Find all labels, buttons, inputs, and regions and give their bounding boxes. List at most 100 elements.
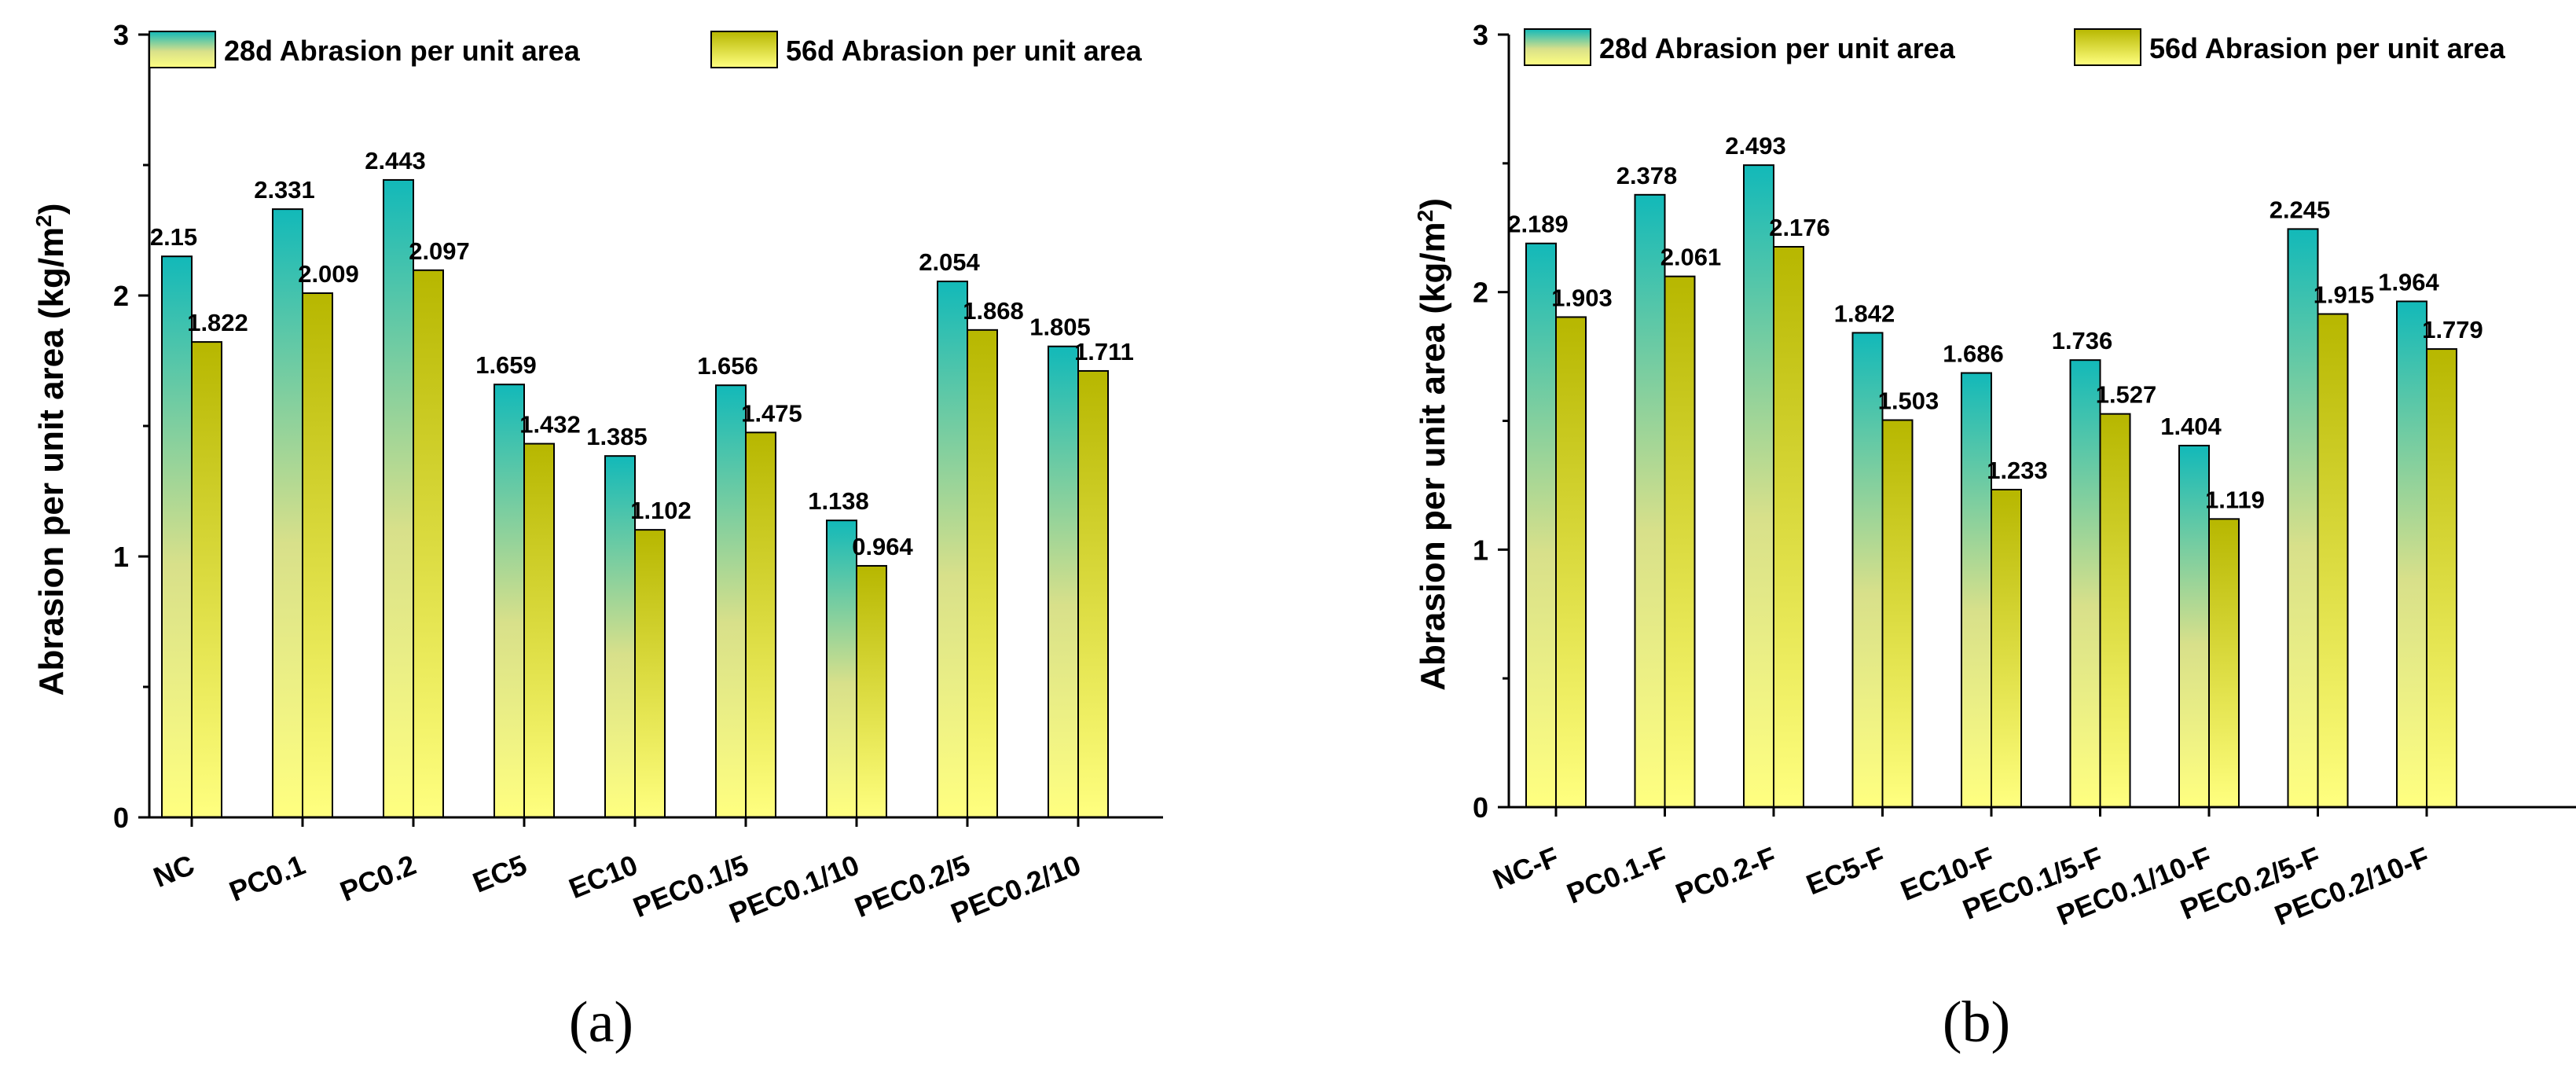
bar-28d-EC10-F [1961,372,1992,808]
legend-label-56d: 56d Abrasion per unit area [786,35,1143,67]
y-tick-label: 1 [113,541,129,573]
y-tick-label: 2 [1473,277,1488,309]
value-label-28d-PEC0.2/10: 1.805 [1029,314,1091,341]
bar-28d-EC10 [604,455,636,818]
value-label-56d-PEC0.2/5-F: 1.915 [2314,281,2375,309]
bar-28d-PEC0.2/5-F [2287,228,2319,809]
x-tick-label: PC0.1 [225,848,310,907]
value-label-56d-EC10-F: 1.233 [1987,457,2048,484]
legend-swatch-28d [149,31,216,68]
x-tick-label: PC0.1-F [1562,840,1672,909]
value-label-28d-NC-F: 2.189 [1507,211,1569,238]
value-label-56d-PEC0.1/5-F: 1.527 [2096,381,2157,409]
value-label-56d-PEC0.2/5: 1.868 [963,297,1024,325]
bar-28d-NC [161,255,193,818]
bar-56d-NC-F [1555,316,1587,809]
legend-label-28d: 28d Abrasion per unit area [224,35,581,67]
bar-28d-PC0.2 [383,178,414,818]
value-label-28d-PC0.2: 2.443 [365,147,426,174]
legend-label-56d: 56d Abrasion per unit area [2149,32,2506,64]
bar-28d-PEC0.2/10-F [2396,300,2427,809]
bar-56d-PEC0.1/5 [745,431,776,818]
value-label-56d-PC0.2-F: 2.176 [1769,214,1830,241]
y-tick-label: 1 [1473,534,1488,566]
panel-label: (a) [569,990,633,1055]
bar-56d-EC10-F [1991,488,2022,808]
y-axis-title: Abrasion per unit area (kg/m2) [31,204,72,696]
bar-28d-PEC0.1/10 [826,519,857,819]
x-tick-label: NC-F [1488,840,1563,895]
bar-56d-EC10 [634,529,666,818]
value-label-28d-PC0.1-F: 2.378 [1616,162,1678,189]
value-label-56d-EC10: 1.102 [630,497,692,524]
y-tick-label: 3 [1473,19,1488,51]
value-label-28d-EC5-F: 1.842 [1834,299,1895,327]
bar-56d-NC [191,341,222,818]
bar-28d-PC0.1-F [1634,193,1666,809]
bar-56d-PEC0.1/10-F [2208,518,2240,808]
value-label-28d-PEC0.1/10-F: 1.404 [2160,413,2222,440]
value-label-56d-PC0.1-F: 2.061 [1660,244,1722,271]
chart-panel-a: 2.15 1.822 NC 2.331 2.009 PC0.1 2.443 2.097 PC0.… [31,19,1163,1055]
y-tick-label: 0 [1473,791,1488,824]
bar-56d-PC0.2-F [1773,245,1804,809]
bar-28d-EC5 [494,384,525,819]
bar-56d-PC0.1 [302,292,333,818]
bar-28d-PEC0.2/5 [937,281,968,818]
bar-56d-PEC0.2/10 [1077,369,1109,818]
bar-28d-PEC0.1/5 [715,384,747,818]
value-label-28d-PEC0.1/5: 1.656 [697,352,758,380]
value-label-28d-PEC0.1/10: 1.138 [808,487,869,515]
bar-56d-PEC0.2/10-F [2426,348,2457,808]
bar-28d-PC0.1 [272,208,303,819]
value-label-56d-EC5: 1.432 [519,411,581,439]
value-label-28d-PEC0.1/5-F: 1.736 [2052,327,2113,354]
legend-swatch-56d [710,31,778,68]
value-label-28d-PEC0.2/10-F: 1.964 [2378,268,2439,296]
bar-56d-PC0.2 [413,269,444,818]
value-label-56d-EC5-F: 1.503 [1878,387,1939,415]
value-label-28d-PEC0.2/5-F: 2.245 [2270,196,2331,223]
bar-56d-PEC0.1/5-F [2099,413,2131,808]
legend-swatch-56d [2074,28,2141,66]
legend-swatch-28d [1524,28,1591,66]
value-label-28d-PC0.2-F: 2.493 [1725,132,1786,160]
value-label-56d-PEC0.2/10: 1.711 [1074,338,1134,365]
value-label-56d-PEC0.1/5: 1.475 [741,399,802,427]
value-label-28d-PEC0.2/5: 2.054 [919,248,980,276]
value-label-28d-EC5: 1.659 [475,351,537,379]
bar-56d-PEC0.2/5 [967,329,998,819]
y-tick-label: 3 [113,19,129,51]
bar-56d-EC5 [523,442,555,818]
legend-label-28d: 28d Abrasion per unit area [1599,32,1956,64]
panel-label: (b) [1943,990,2010,1055]
value-label-28d-PC0.1: 2.331 [254,176,315,204]
value-label-56d-NC: 1.822 [187,309,248,336]
value-label-56d-PEC0.1/10-F: 1.119 [2205,486,2265,513]
value-label-28d-NC: 2.15 [150,223,197,251]
bar-28d-PEC0.1/5-F [2069,359,2101,808]
bar-56d-EC5-F [1881,419,1914,809]
bar-56d-PEC0.1/10 [856,564,887,819]
x-tick-label: EC5 [468,848,531,898]
value-label-56d-PEC0.2/10-F: 1.779 [2422,316,2483,343]
value-label-56d-PEC0.1/10: 0.964 [852,533,913,560]
value-label-56d-NC-F: 1.903 [1551,284,1613,311]
x-tick-label: PC0.2-F [1671,840,1781,909]
bar-28d-PEC0.2/10 [1048,345,1079,818]
x-tick-label: PC0.2 [336,848,420,907]
bar-56d-PEC0.2/5-F [2317,313,2349,809]
y-tick-label: 2 [113,280,129,312]
y-tick-label: 0 [113,802,129,834]
bar-28d-PEC0.1/10-F [2178,444,2210,808]
value-label-56d-PC0.1: 2.009 [298,260,359,288]
bar-28d-NC-F [1525,242,1557,808]
value-label-56d-PC0.2: 2.097 [409,237,470,265]
bar-28d-PC0.2-F [1743,164,1774,808]
value-label-28d-EC10-F: 1.686 [1943,340,2004,368]
value-label-28d-EC10: 1.385 [586,423,648,450]
x-tick-label: NC [149,848,199,893]
chart-panel-b: 2.189 1.903 NC-F 2.378 2.061 PC0.1-F 2.493 2.17… [1413,19,2576,1055]
bar-56d-PC0.1-F [1664,275,1696,808]
